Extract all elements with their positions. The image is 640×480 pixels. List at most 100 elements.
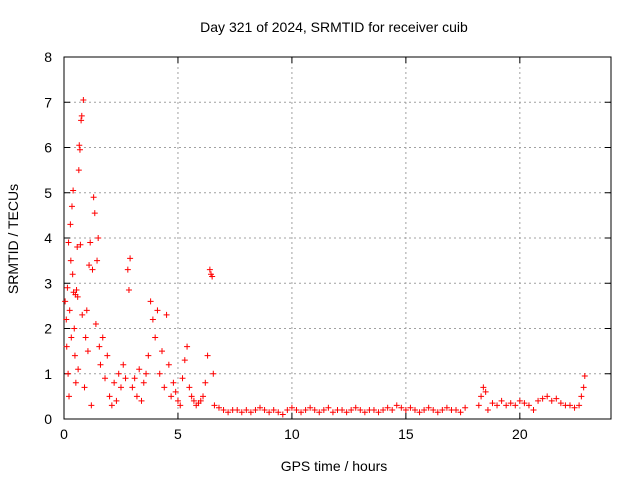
data-point — [66, 393, 73, 400]
data-point — [316, 409, 323, 416]
data-point — [181, 357, 188, 364]
data-point — [163, 311, 170, 318]
data-point — [92, 320, 99, 327]
data-point — [122, 375, 129, 382]
data-point — [566, 402, 573, 409]
data-point — [234, 406, 241, 413]
data-point — [247, 409, 254, 416]
data-point — [124, 266, 131, 273]
data-point — [507, 400, 514, 407]
data-point — [95, 235, 102, 241]
data-point — [206, 266, 213, 273]
data-point — [66, 307, 73, 314]
data-point — [380, 406, 387, 413]
data-point — [284, 406, 291, 413]
data-point — [516, 397, 523, 404]
data-point — [453, 406, 460, 413]
data-point — [165, 361, 172, 368]
data-point — [69, 271, 76, 278]
data-point — [302, 406, 309, 413]
data-point — [352, 404, 359, 411]
data-point — [557, 400, 564, 407]
data-point — [320, 406, 327, 413]
data-point — [370, 406, 377, 413]
y-tick-label: 0 — [44, 411, 52, 427]
data-point — [266, 409, 273, 416]
data-point — [416, 409, 423, 416]
data-point — [87, 239, 94, 246]
data-point — [68, 203, 75, 210]
data-point — [74, 244, 81, 251]
data-point — [443, 404, 450, 411]
data-point — [81, 384, 88, 391]
data-point — [325, 404, 332, 411]
y-tick-label: 2 — [44, 321, 52, 337]
data-point — [129, 384, 136, 391]
data-point — [79, 311, 86, 318]
data-point — [83, 307, 90, 314]
data-point — [204, 352, 211, 359]
data-point — [136, 366, 143, 373]
chart-title: Day 321 of 2024, SRMTID for receiver cui… — [200, 19, 468, 35]
data-point — [170, 379, 177, 386]
y-tick-label: 7 — [44, 94, 52, 110]
data-point — [71, 352, 78, 359]
data-point — [94, 257, 101, 264]
data-point — [243, 406, 250, 413]
data-point — [68, 334, 75, 341]
data-point — [393, 402, 400, 409]
data-point — [84, 348, 91, 355]
x-axis-label: GPS time / hours — [281, 458, 388, 474]
data-point — [140, 379, 147, 386]
data-point — [174, 397, 181, 404]
data-point — [270, 406, 277, 413]
data-point — [161, 384, 168, 391]
data-point — [343, 409, 350, 416]
data-point — [238, 409, 245, 416]
data-point — [407, 404, 414, 411]
data-point — [154, 307, 161, 314]
data-point — [348, 406, 355, 413]
data-point — [86, 262, 93, 269]
data-point — [581, 373, 588, 380]
data-point — [143, 370, 150, 377]
data-point — [172, 388, 179, 395]
data-point — [102, 375, 109, 382]
data-point — [425, 404, 432, 411]
data-point — [375, 409, 382, 416]
data-point — [298, 409, 305, 416]
data-point — [384, 404, 391, 411]
data-point — [88, 402, 95, 409]
data-point — [111, 379, 118, 386]
data-point — [553, 395, 560, 402]
data-point — [113, 397, 120, 404]
data-point — [108, 402, 115, 409]
data-point — [200, 393, 207, 400]
data-point — [177, 402, 184, 409]
data-point — [104, 352, 111, 359]
data-point — [544, 393, 551, 400]
data-point — [398, 404, 405, 411]
data-points — [62, 96, 588, 418]
data-point — [402, 406, 409, 413]
data-point — [361, 409, 368, 416]
data-point — [78, 112, 85, 119]
data-point — [462, 404, 469, 411]
data-point — [202, 379, 209, 386]
data-point — [339, 406, 346, 413]
data-point — [498, 397, 505, 404]
data-point — [63, 343, 70, 350]
data-point — [70, 187, 77, 194]
x-tick-label: 5 — [174, 426, 182, 442]
data-point — [62, 298, 69, 305]
data-point — [580, 384, 587, 391]
y-tick-label: 6 — [44, 140, 52, 156]
data-point — [521, 400, 528, 407]
data-point — [535, 397, 542, 404]
data-point — [168, 393, 175, 400]
y-tick-label: 1 — [44, 366, 52, 382]
data-point — [457, 409, 464, 416]
data-point — [73, 287, 80, 294]
data-point — [89, 266, 96, 273]
